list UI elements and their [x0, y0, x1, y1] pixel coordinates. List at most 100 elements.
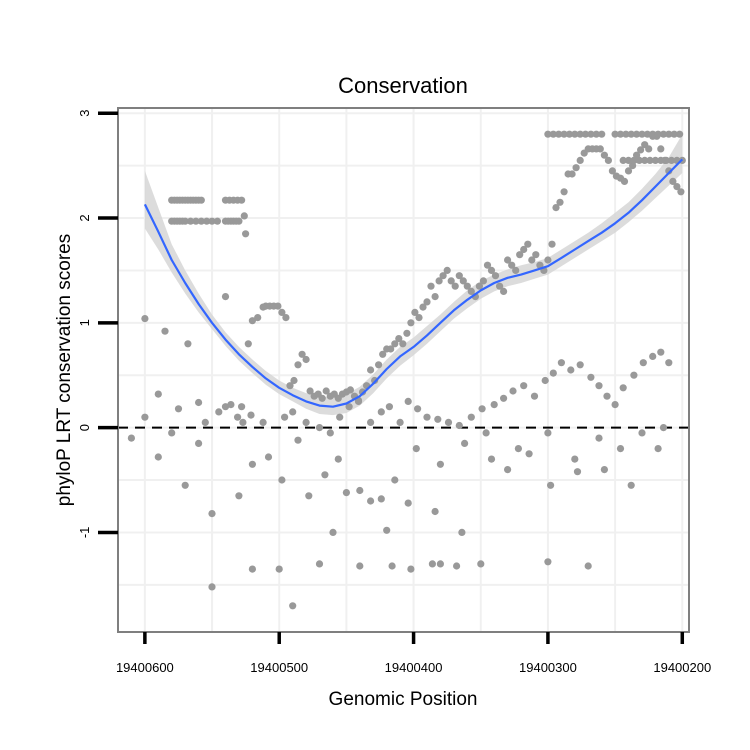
data-point — [444, 418, 453, 426]
data-point — [264, 453, 273, 461]
data-point — [568, 170, 576, 178]
data-point — [407, 565, 415, 573]
data-point — [567, 366, 575, 374]
data-point — [286, 382, 294, 390]
data-point — [530, 392, 539, 400]
data-point — [388, 562, 396, 570]
data-point — [326, 429, 334, 437]
data-point — [630, 156, 638, 164]
data-point — [649, 130, 657, 138]
data-point — [654, 445, 662, 453]
data-point — [512, 266, 520, 274]
data-point — [377, 408, 385, 416]
data-point — [467, 413, 475, 421]
data-point — [127, 434, 135, 442]
data-point — [345, 403, 353, 411]
data-point — [598, 130, 606, 138]
x-tick-label: 19400600 — [116, 660, 174, 675]
data-point — [516, 251, 524, 259]
data-point — [487, 266, 496, 274]
data-point — [238, 196, 246, 204]
data-point — [592, 130, 600, 138]
data-point — [573, 468, 582, 476]
scatter-points — [127, 130, 686, 610]
data-point — [587, 130, 595, 138]
data-point — [595, 434, 603, 442]
data-point — [259, 418, 267, 426]
data-point — [342, 489, 350, 497]
data-point — [208, 509, 216, 518]
data-point — [336, 413, 344, 421]
data-point — [524, 240, 532, 248]
data-point — [504, 256, 512, 264]
data-point — [657, 145, 665, 153]
data-point — [383, 526, 391, 534]
data-point — [203, 217, 211, 225]
data-point — [496, 282, 504, 290]
data-point — [227, 401, 235, 409]
data-point — [302, 418, 310, 426]
data-point — [435, 277, 443, 285]
data-point — [451, 282, 459, 290]
data-point — [638, 429, 646, 437]
data-point — [584, 562, 592, 570]
data-point — [611, 401, 619, 409]
data-point — [547, 481, 555, 489]
grid-lines — [118, 108, 689, 632]
data-point — [544, 558, 552, 566]
data-point — [322, 387, 330, 395]
data-point — [643, 130, 652, 138]
y-axis-title: phyloP LRT conservation scores — [54, 234, 75, 507]
data-point — [290, 376, 298, 385]
data-point — [154, 453, 162, 461]
data-point — [407, 319, 415, 327]
data-point — [491, 272, 500, 280]
data-point — [244, 340, 252, 348]
data-point — [479, 277, 487, 285]
data-point — [581, 130, 590, 138]
data-point — [556, 198, 564, 206]
data-point — [525, 450, 533, 458]
data-point — [192, 217, 200, 225]
data-point — [367, 366, 375, 374]
data-point — [557, 359, 566, 367]
data-point — [467, 287, 475, 295]
data-point — [667, 156, 676, 164]
data-point — [455, 272, 463, 280]
data-point — [321, 471, 329, 479]
data-point — [500, 287, 508, 295]
data-point — [404, 397, 412, 405]
data-point — [548, 240, 556, 248]
data-point — [141, 315, 149, 323]
data-point — [275, 565, 283, 573]
data-point — [289, 408, 297, 416]
data-point — [234, 413, 242, 421]
data-point — [329, 528, 337, 537]
data-point — [187, 217, 195, 225]
data-point — [161, 327, 169, 335]
data-point — [619, 156, 627, 164]
data-point — [549, 130, 557, 138]
data-point — [482, 429, 490, 437]
data-point — [399, 340, 407, 348]
data-point — [334, 455, 342, 463]
data-point — [235, 217, 243, 225]
data-point — [414, 405, 422, 413]
data-point — [423, 413, 431, 421]
data-point — [254, 314, 262, 322]
data-point — [274, 302, 282, 310]
data-point — [423, 298, 431, 306]
data-point — [477, 560, 485, 568]
x-tick-label: 19400500 — [250, 660, 308, 675]
x-tick-label: 19400400 — [385, 660, 443, 675]
data-point — [662, 156, 670, 164]
data-point — [487, 455, 496, 463]
x-axis-title: Genomic Position — [329, 689, 478, 710]
data-point — [576, 361, 584, 369]
data-point — [412, 445, 420, 453]
data-point — [453, 562, 461, 570]
data-point — [455, 421, 463, 430]
data-point — [635, 156, 643, 164]
data-point — [572, 164, 580, 172]
